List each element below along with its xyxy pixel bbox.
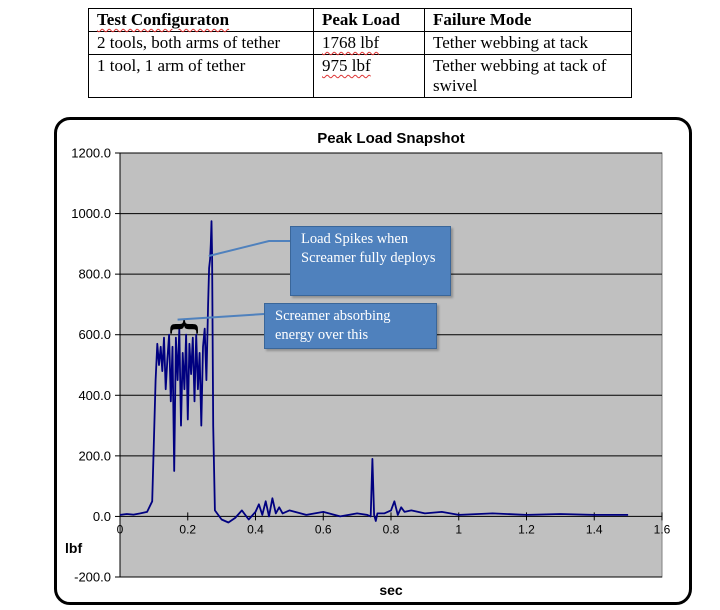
- leader-line-spikes: [208, 240, 290, 257]
- table-cell: Tether webbing at tack: [424, 31, 632, 55]
- chart-frame: 1200.0 1000.0 800.0 600.0 400.0 200.0 0.0 -200.…: [54, 117, 692, 605]
- y-tick-label: 800.0: [78, 267, 111, 282]
- y-tick-label: 1000.0: [71, 206, 111, 221]
- table-row: 1 tool, 1 arm of tether 975 lbf Tether w…: [88, 54, 632, 98]
- results-table: Test Configuraton Peak Load Failure Mode…: [88, 8, 632, 98]
- plot-area: [119, 152, 663, 578]
- y-tick-label: 0.0: [93, 509, 111, 524]
- annotation-screamer-absorbing: Screamer absorbing energy over this: [264, 303, 437, 349]
- table-cell: 2 tools, both arms of tether: [88, 31, 314, 55]
- table-cell: 1 tool, 1 arm of tether: [88, 54, 314, 98]
- header-peak-load: Peak Load: [313, 8, 425, 32]
- x-tick-label: 1.4: [586, 522, 603, 536]
- x-axis-label: sec: [379, 582, 403, 598]
- peak-load-chart: 1200.0 1000.0 800.0 600.0 400.0 200.0 0.0 -200.…: [65, 130, 671, 598]
- y-tick-label: 1200.0: [71, 146, 111, 161]
- table-cell: Tether webbing at tack of swivel: [424, 54, 632, 98]
- header-failure-mode: Failure Mode: [424, 8, 632, 32]
- curly-brace: {: [167, 317, 202, 336]
- table-header-row: Test Configuraton Peak Load Failure Mode: [88, 8, 632, 32]
- x-tick-label: 1.2: [518, 522, 535, 536]
- table-cell: 1768 lbf: [313, 31, 425, 55]
- table-cell: 975 lbf: [313, 54, 425, 98]
- y-tick-label: 400.0: [78, 388, 111, 403]
- chart-title: Peak Load Snapshot: [317, 130, 465, 147]
- leader-line-screamer: [177, 313, 265, 321]
- series-line: [119, 220, 629, 524]
- y-tick-label: 200.0: [78, 448, 111, 463]
- x-tick-label: 0.2: [179, 522, 196, 536]
- x-tick-label: 0.4: [247, 522, 264, 536]
- header-test-configuration: Test Configuraton: [88, 8, 314, 32]
- table-row: 2 tools, both arms of tether 1768 lbf Te…: [88, 31, 632, 55]
- y-tick-label: -200.0: [74, 570, 111, 585]
- x-tick-label: 1: [455, 522, 462, 536]
- x-tick-label: 1.6: [654, 522, 671, 536]
- y-axis-label: lbf: [65, 540, 82, 556]
- annotation-load-spikes: Load Spikes when Screamer fully deploys: [290, 226, 451, 296]
- x-tick-label: 0.6: [315, 522, 332, 536]
- y-tick-label: 600.0: [78, 327, 111, 342]
- x-tick-label: 0.8: [383, 522, 400, 536]
